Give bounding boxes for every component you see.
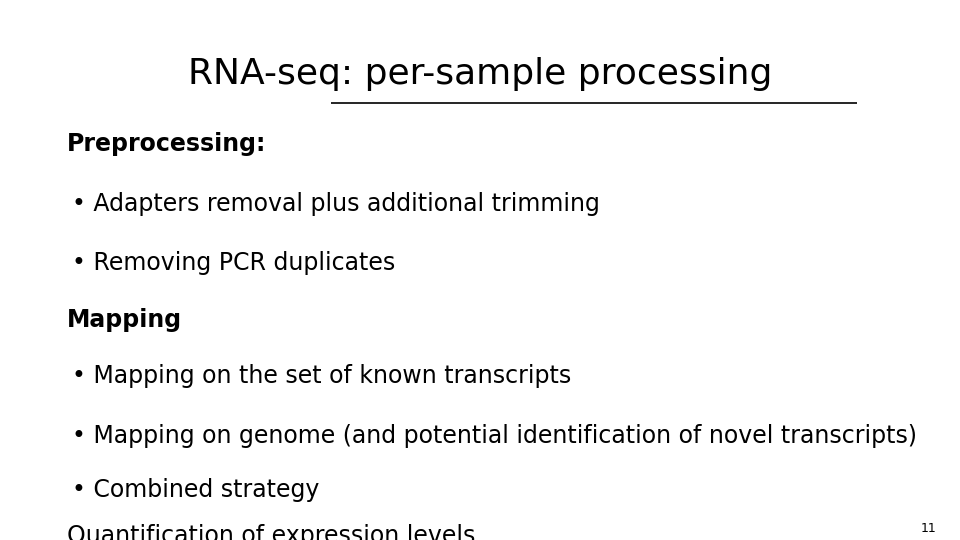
Text: Preprocessing:: Preprocessing: xyxy=(67,132,267,156)
Text: • Removing PCR duplicates: • Removing PCR duplicates xyxy=(72,251,396,275)
Text: • Combined strategy: • Combined strategy xyxy=(72,478,320,502)
Text: RNA-seq: per-sample processing: RNA-seq: per-sample processing xyxy=(188,57,772,91)
Text: 11: 11 xyxy=(921,522,936,535)
Text: • Adapters removal plus additional trimming: • Adapters removal plus additional trimm… xyxy=(72,192,600,215)
Text: Mapping: Mapping xyxy=(67,308,182,332)
Text: • Mapping on the set of known transcripts: • Mapping on the set of known transcript… xyxy=(72,364,571,388)
Text: • Mapping on genome (and potential identification of novel transcripts): • Mapping on genome (and potential ident… xyxy=(72,424,917,448)
Text: Quantification of expression levels: Quantification of expression levels xyxy=(67,524,475,540)
